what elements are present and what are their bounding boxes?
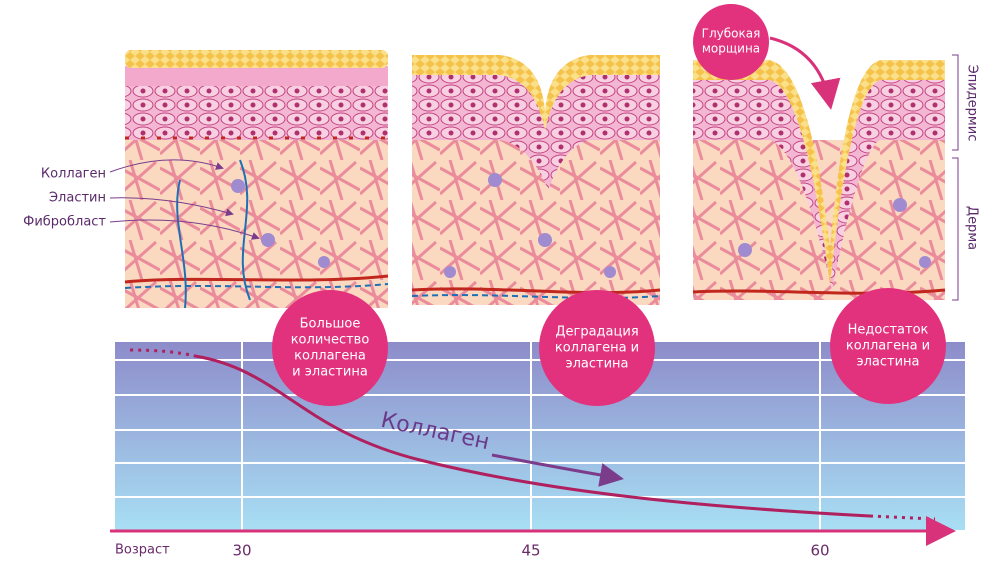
skin-panel-old bbox=[692, 60, 946, 300]
stage-label: Большое bbox=[300, 317, 361, 332]
skin-panel-young bbox=[124, 50, 389, 309]
elastin-label: Эластин bbox=[49, 191, 106, 206]
stage-label: Деградация bbox=[555, 325, 638, 340]
age-tick: 30 bbox=[232, 542, 251, 560]
stage-label: количество bbox=[291, 333, 370, 348]
wrinkle-badge bbox=[693, 4, 769, 80]
fibroblast-label: Фибробласт bbox=[23, 215, 106, 230]
pointer bbox=[109, 159, 224, 173]
epidermis-label: Эпидермис bbox=[965, 65, 980, 142]
pointer bbox=[109, 197, 234, 217]
curve-dotted bbox=[869, 514, 936, 521]
stage-badges bbox=[272, 288, 946, 406]
wrinkle-label: Глубокая bbox=[702, 27, 761, 41]
collagen-label: Коллаген bbox=[41, 167, 106, 182]
stage-label: коллагена и bbox=[846, 339, 930, 354]
dermis-label: Дерма bbox=[965, 206, 980, 250]
curve-arrow bbox=[491, 453, 624, 487]
skin-panel-mid bbox=[411, 55, 661, 305]
pointer bbox=[109, 219, 260, 240]
stage-label: Недостаток bbox=[848, 323, 929, 338]
stage-badge bbox=[539, 290, 655, 406]
stage-label: коллагена и bbox=[555, 341, 639, 356]
wrinkle-arrow bbox=[769, 36, 841, 110]
stage-label: и эластина bbox=[292, 365, 368, 380]
stage-badge bbox=[272, 290, 388, 406]
stage-label: эластина bbox=[565, 357, 628, 372]
wrinkle-label: морщина bbox=[702, 42, 760, 56]
layer-brackets bbox=[952, 54, 959, 301]
graph-background bbox=[115, 342, 965, 530]
axis-label: Возраст bbox=[115, 543, 170, 558]
stage-label: эластина bbox=[856, 355, 919, 370]
age-tick: 45 bbox=[521, 542, 540, 560]
stage-label: коллагена bbox=[294, 349, 366, 364]
stage-badge bbox=[830, 288, 946, 404]
age-tick: 60 bbox=[810, 542, 829, 560]
collagen-curve bbox=[194, 354, 871, 518]
